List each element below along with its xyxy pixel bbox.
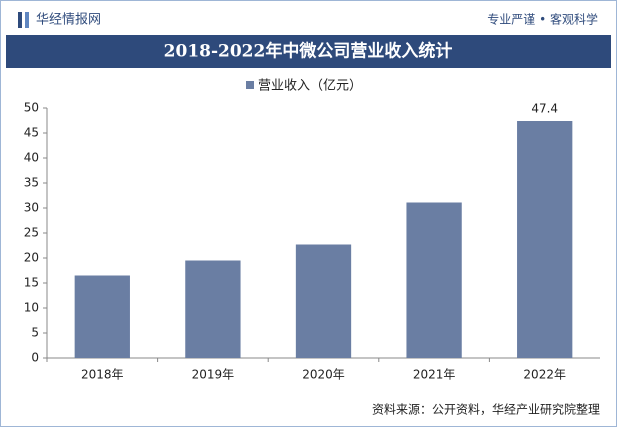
y-tick-label: 50 [24, 101, 39, 115]
bar [295, 244, 352, 358]
logo [25, 12, 29, 28]
x-tick-label: 2019年 [192, 368, 235, 382]
y-tick-label: 45 [24, 126, 39, 140]
chart-title: 2018-2022年中微公司营业收入统计 [164, 41, 453, 62]
y-tick-label: 0 [31, 351, 39, 365]
legend-label: 营业收入（亿元） [258, 79, 362, 94]
brand: 华经情报网 [36, 13, 101, 28]
slogan: 专业严谨 • 客观科学 [487, 12, 598, 27]
y-tick-label: 40 [24, 151, 39, 165]
y-tick-label: 20 [24, 251, 39, 265]
bar [406, 202, 462, 358]
y-tick-label: 15 [24, 276, 39, 290]
x-tick-label: 2020年 [302, 368, 345, 382]
logo [18, 12, 22, 28]
y-tick-label: 30 [24, 201, 39, 215]
title-bar [6, 35, 611, 68]
y-tick-label: 35 [24, 176, 39, 190]
y-tick-label: 25 [24, 226, 39, 240]
legend-swatch [246, 81, 254, 89]
x-tick-label: 2018年 [81, 368, 124, 382]
x-tick-label: 2021年 [413, 368, 456, 382]
x-tick-label: 2022年 [523, 368, 566, 382]
data-label: 47.4 [531, 102, 558, 116]
bar [74, 275, 130, 358]
y-tick-label: 5 [31, 326, 39, 340]
y-tick-label: 10 [24, 301, 39, 315]
bar [517, 121, 573, 358]
source: 资料来源：公开资料，华经产业研究院整理 [372, 402, 600, 417]
bar [185, 260, 241, 358]
